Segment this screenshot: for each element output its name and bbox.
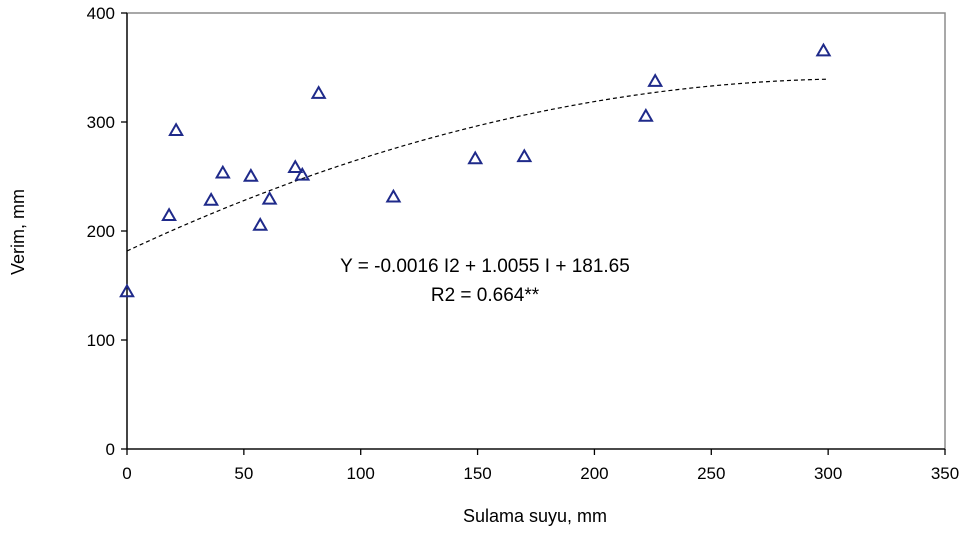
regression-equation: Y = -0.0016 I2 + 1.0055 I + 181.65 [340,256,630,277]
data-point [385,188,402,203]
trendline [126,78,829,252]
data-point [161,207,177,221]
x-tick-label: 200 [580,464,608,483]
data-point [467,150,484,165]
data-point [310,85,327,99]
data-point [815,42,832,57]
data-point [287,159,304,173]
data-point [168,122,184,136]
data-point [119,283,135,298]
y-axis-ticks: 0 100 200 300 400 [87,4,127,459]
x-tick-label: 0 [122,464,131,483]
x-axis-ticks: 0 50 100 150 200 250 300 350 [122,449,959,483]
y-tick-label: 200 [87,222,115,241]
x-tick-label: 250 [697,464,725,483]
data-point [261,190,278,205]
x-tick-label: 300 [814,464,842,483]
x-axis-title: Sulama suyu, mm [463,506,607,526]
data-point [637,108,654,122]
data-point [647,73,664,87]
x-tick-label: 50 [234,464,253,483]
data-point [516,148,533,163]
data-point [294,166,311,181]
x-tick-label: 350 [931,464,959,483]
plot-area [126,12,946,450]
data-point [214,164,231,179]
y-tick-label: 100 [87,331,115,350]
data-point [242,167,259,182]
x-tick-label: 150 [463,464,491,483]
r-squared-label: R2 = 0.664** [431,285,540,306]
y-tick-label: 400 [87,4,115,23]
y-tick-label: 0 [106,440,115,459]
y-tick-label: 300 [87,113,115,132]
data-point [203,191,220,206]
data-points [119,42,832,298]
x-tick-label: 100 [347,464,375,483]
data-point [252,217,269,231]
y-axis-title: Verim, mm [8,189,28,275]
